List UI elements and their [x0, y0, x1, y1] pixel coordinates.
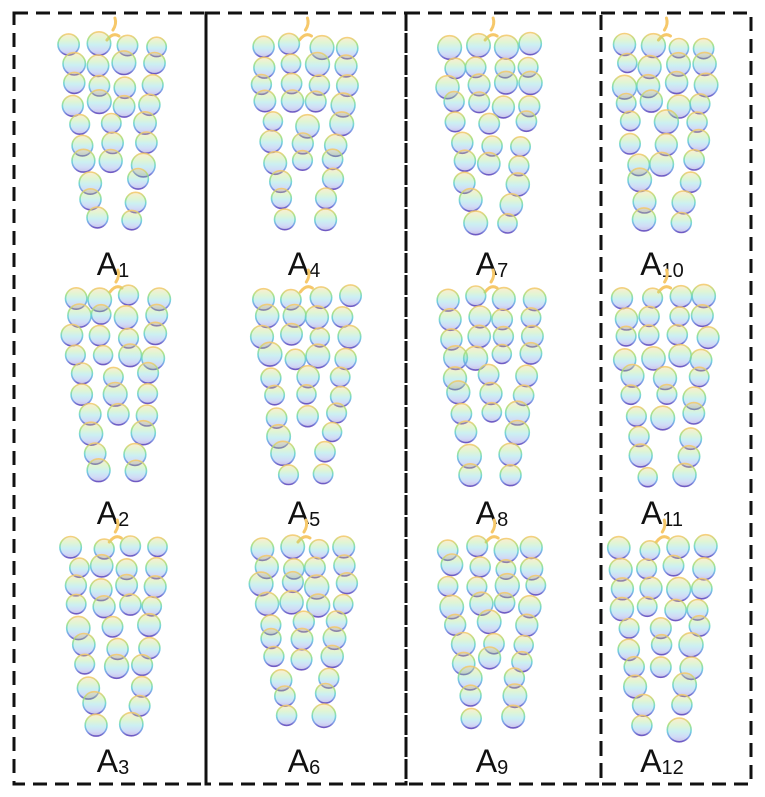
panel-label: A5	[288, 495, 320, 531]
grape-cluster-icon	[611, 16, 719, 234]
grape-cluster-icon	[610, 268, 720, 488]
panel-label-letter: A	[476, 495, 498, 531]
panel-label: A2	[97, 495, 129, 531]
grape-cluster-icon	[436, 518, 547, 730]
grape-cluster-icon	[606, 518, 718, 743]
dashed-box-group-4	[599, 11, 753, 786]
panel-label-letter: A	[476, 743, 498, 779]
panel-label-letter: A	[640, 246, 662, 282]
panel-label-index: 4	[309, 260, 320, 282]
grape-cluster-icon	[57, 16, 168, 231]
panel-label: A11	[641, 495, 683, 531]
grape-cluster-icon	[436, 268, 547, 487]
grape-cluster-icon	[248, 518, 359, 729]
panel-label-letter: A	[97, 246, 119, 282]
panel-label-letter: A	[288, 743, 310, 779]
panel-label: A3	[97, 743, 129, 779]
panel-label-letter: A	[288, 495, 310, 531]
panel-label-index: 3	[118, 757, 129, 779]
panel-label: A8	[476, 495, 508, 531]
panel-label-index: 8	[497, 509, 508, 531]
panel-label-index: 11	[662, 509, 683, 531]
panel-label: A4	[288, 246, 320, 282]
panel-label: A1	[97, 246, 129, 282]
panel-label-letter: A	[97, 743, 119, 779]
panel-label: A9	[476, 743, 508, 779]
panel-label-index: 9	[497, 757, 508, 779]
panel-label-index: 7	[497, 260, 508, 282]
panel-label: A10	[640, 246, 684, 282]
panel-label: A12	[640, 743, 684, 779]
panel-label-index: 12	[662, 757, 684, 779]
panel-label-index: 6	[309, 757, 320, 779]
grape-cluster-icon	[59, 518, 168, 737]
panel-label-letter: A	[288, 246, 310, 282]
panel-label-letter: A	[641, 495, 663, 531]
panel-label-index: 2	[118, 509, 129, 531]
panel-label-letter: A	[97, 495, 119, 531]
dashed-box-group-3	[404, 11, 603, 786]
panel-label: A6	[288, 743, 320, 779]
grape-cluster-icon	[435, 16, 543, 236]
grape-cluster-icon	[250, 16, 359, 232]
panel-label-index: 5	[309, 509, 320, 531]
dashed-box-group-1	[12, 11, 208, 786]
panel-label-index: 1	[118, 260, 129, 282]
group-boxes	[12, 11, 753, 786]
grape-cluster-icon	[60, 268, 172, 483]
grape-cluster-icon	[249, 268, 362, 486]
panel-label-letter: A	[640, 743, 662, 779]
